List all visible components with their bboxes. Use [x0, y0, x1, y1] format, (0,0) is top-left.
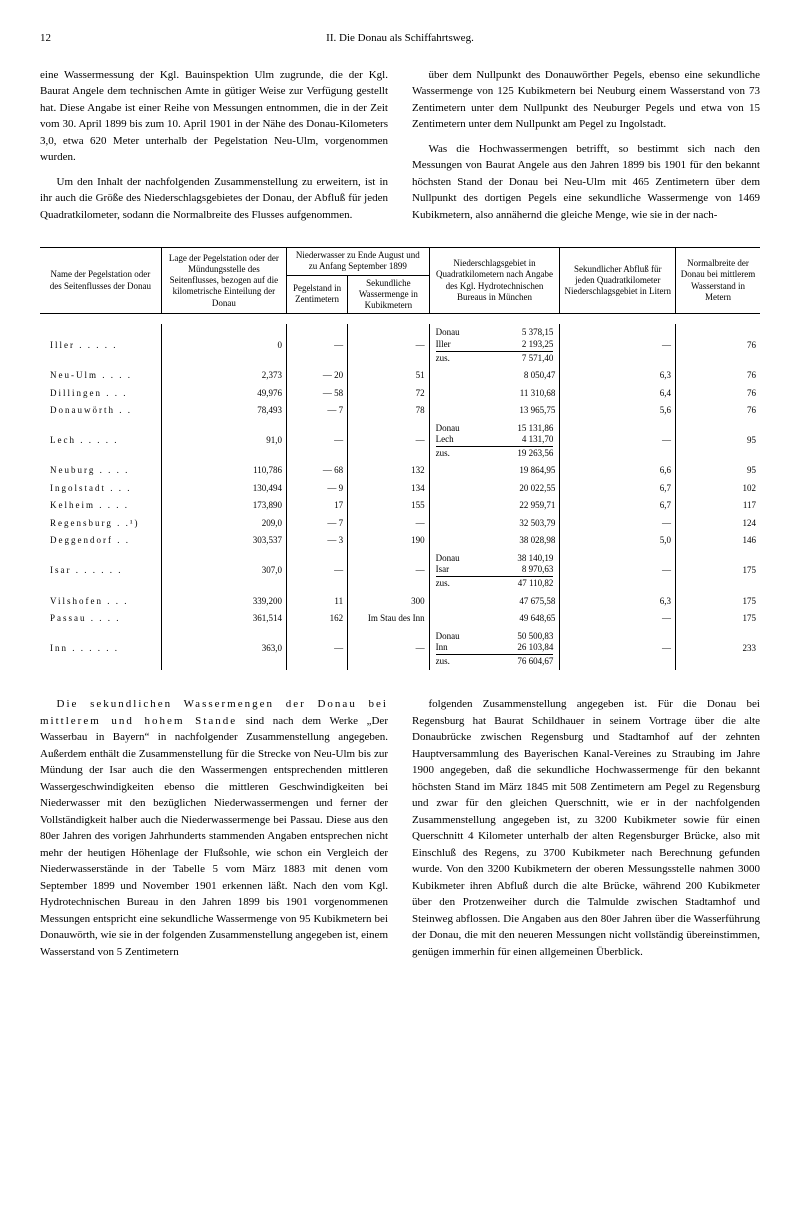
table-row: Neu-Ulm . . . .2,373— 20518 050,476,376	[40, 367, 760, 385]
station-name: Inn . . . . . .	[40, 628, 161, 671]
para-top-right-2: Was die Hochwassermengen betrifft, so be…	[412, 141, 760, 224]
station-name: Neuburg . . . .	[40, 462, 161, 480]
para-top-left-1: eine Wassermessung der Kgl. Bauinspektio…	[40, 67, 388, 166]
table-row: Dillingen . . .49,976— 587211 310,686,47…	[40, 385, 760, 403]
table-row: Vilshofen . . .339,2001130047 675,586,31…	[40, 593, 760, 611]
bottom-text-columns: Die sekundlichen Wassermengen der Donau …	[40, 696, 760, 968]
para-top-right-1: über dem Nullpunkt des Donauwörther Pege…	[412, 67, 760, 133]
th-station: Name der Pegelstation oder des Seitenflu…	[40, 248, 161, 314]
th-flow: Sekundliche Wassermenge in Kubikmetern	[348, 275, 430, 314]
table-row: Deggendorf . .303,537— 319038 028,985,01…	[40, 532, 760, 550]
catchment-cell: Donau50 500,83Inn26 103,84zus.76 604,67	[429, 628, 560, 671]
page-number: 12	[40, 30, 70, 47]
catchment-cell: Donau15 131,86Lech4 131,70zus.19 263,56	[429, 420, 560, 463]
station-name: Lech . . . . .	[40, 420, 161, 463]
station-name: Iller . . . . .	[40, 324, 161, 367]
para-top-left-2: Um den Inhalt der nachfolgenden Zusammen…	[40, 174, 388, 224]
table-row: Iller . . . . .0——Donau5 378,15Iller2 19…	[40, 324, 760, 367]
page-header: 12 II. Die Donau als Schiffahrtsweg.	[40, 30, 760, 47]
catchment-cell: Donau38 140,19Isar8 970,63zus.47 110,82	[429, 550, 560, 593]
station-name: Passau . . . .	[40, 610, 161, 628]
table-row: Neuburg . . . .110,786— 6813219 864,956,…	[40, 462, 760, 480]
station-name: Dillingen . . .	[40, 385, 161, 403]
table-row: Passau . . . .361,514162Im Stau des Inn4…	[40, 610, 760, 628]
station-name: Donauwörth . .	[40, 402, 161, 420]
para-bottom-right: folgenden Zusammenstellung angegeben ist…	[412, 696, 760, 960]
catchment-cell: Donau5 378,15Iller2 193,25zus.7 571,40	[429, 324, 560, 367]
th-runoff: Sekundlicher Abfluß für jeden Quadratkil…	[560, 248, 676, 314]
th-gauge: Pegelstand in Zentimetern	[287, 275, 348, 314]
th-location: Lage der Pegelstation oder der Mündungss…	[161, 248, 286, 314]
station-name: Deggendorf . .	[40, 532, 161, 550]
top-text-columns: eine Wassermessung der Kgl. Bauinspektio…	[40, 67, 760, 232]
station-name: Neu-Ulm . . . .	[40, 367, 161, 385]
th-width: Normalbreite der Donau bei mittlerem Was…	[676, 248, 760, 314]
table-row: Inn . . . . . .363,0——Donau50 500,83Inn2…	[40, 628, 760, 671]
running-title: II. Die Donau als Schiffahrtsweg.	[70, 30, 730, 47]
th-lowwater: Niederwasser zu Ende August und zu Anfan…	[287, 248, 430, 276]
station-name: Kelheim . . . .	[40, 497, 161, 515]
para-bottom-left-rest: sind nach dem Werke „Der Wasserbau in Ba…	[40, 715, 388, 958]
th-catchment: Niederschlagsgebiet in Quadratkilometern…	[429, 248, 560, 314]
hydrology-table: Name der Pegelstation oder des Seitenflu…	[40, 247, 760, 680]
station-name: Vilshofen . . .	[40, 593, 161, 611]
table-row: Ingolstadt . . .130,494— 913420 022,556,…	[40, 480, 760, 498]
table-row: Lech . . . . .91,0——Donau15 131,86Lech4 …	[40, 420, 760, 463]
para-bottom-left: Die sekundlichen Wassermengen der Donau …	[40, 696, 388, 960]
table-row: Donauwörth . .78,493— 77813 965,755,676	[40, 402, 760, 420]
table-row: Kelheim . . . .173,8901715522 959,716,71…	[40, 497, 760, 515]
table-row: Regensburg . .¹)209,0— 7—32 503,79—124	[40, 515, 760, 533]
station-name: Regensburg . .¹)	[40, 515, 161, 533]
station-name: Isar . . . . . .	[40, 550, 161, 593]
table-row: Isar . . . . . .307,0——Donau38 140,19Isa…	[40, 550, 760, 593]
station-name: Ingolstadt . . .	[40, 480, 161, 498]
